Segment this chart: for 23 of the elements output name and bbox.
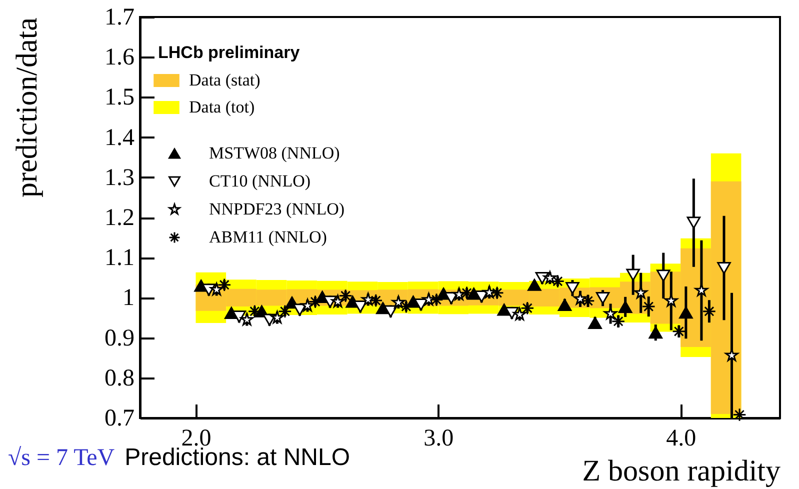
legend-label: ABM11 (NNLO) [209, 228, 327, 246]
legend-label: CT10 (NNLO) [209, 172, 311, 190]
legend-label: Data (stat) [189, 70, 260, 90]
x-tick-label: 4.0 [666, 426, 696, 452]
x-tick-label: 3.0 [424, 426, 454, 452]
y-tick-label: 1.1 [104, 245, 134, 272]
legend-label: MSTW08 (NNLO) [209, 144, 340, 162]
y-tick-label: 1 [122, 285, 134, 312]
legend-label: Data (tot) [189, 98, 255, 116]
legend-label: NNPDF23 (NNLO) [209, 200, 345, 218]
text: √s = 7 TeV [8, 445, 115, 471]
y-tick-label: 0.9 [104, 325, 134, 352]
y-tick-label: 1.2 [104, 205, 134, 231]
y-tick-label: 0.7 [104, 406, 134, 432]
y-tick-label: 1.5 [104, 84, 134, 111]
legend-title: LHCb preliminary [158, 43, 300, 62]
y-tick-label: 1.7 [104, 4, 134, 30]
y-tick-label: 1.6 [104, 44, 134, 71]
y-tick-label: 1.4 [104, 124, 134, 151]
y-tick-label: 1.3 [104, 164, 134, 191]
y-tick-label: 0.8 [104, 365, 134, 392]
y-axis-title: prediction/data [10, 18, 44, 198]
x-axis-title: Z boson rapidity [582, 454, 780, 488]
